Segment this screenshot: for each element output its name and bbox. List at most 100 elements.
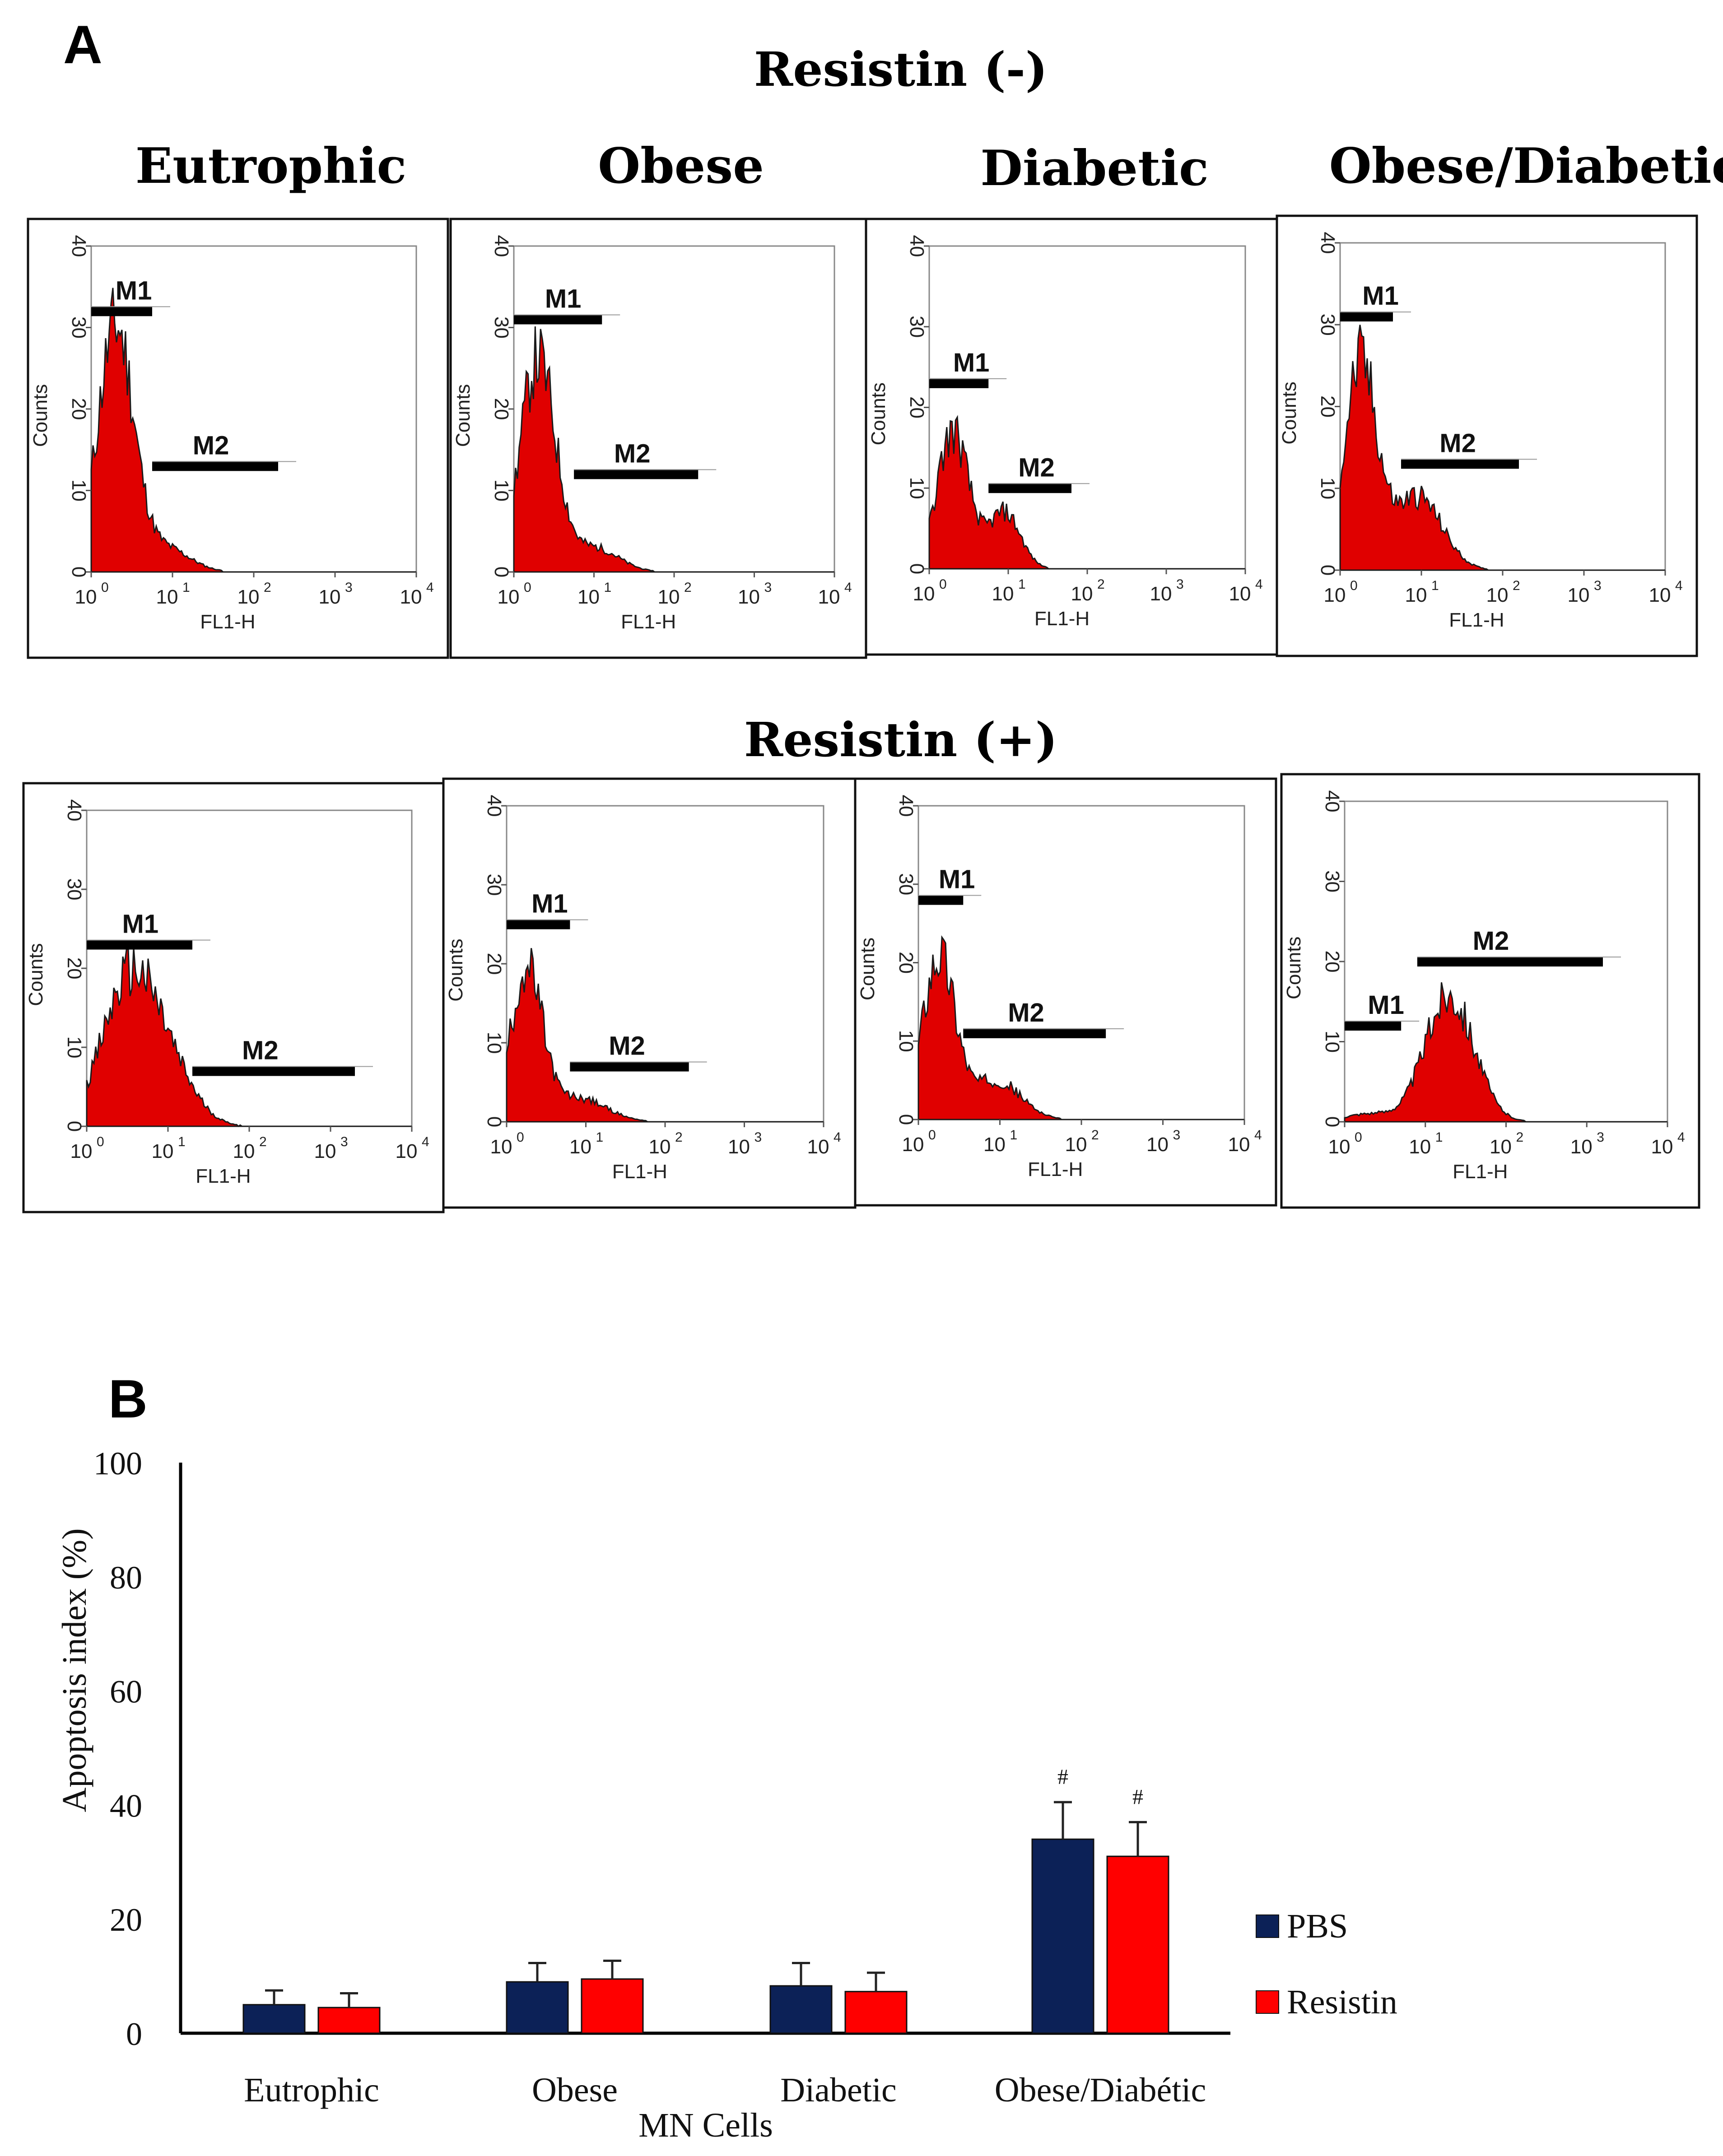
histogram-x-tick-base: 10	[1649, 584, 1671, 606]
gate-label-m1: M1	[1368, 990, 1404, 1020]
histogram-y-tick-label: 0	[1317, 565, 1339, 576]
gate-label-m2: M2	[1008, 998, 1044, 1027]
histogram-resistin-diabetic: 0 10 20 30 40 Counts 10 0 10 1 10 2 10 3 10 4 FL1-H M1 M2	[854, 777, 1277, 1207]
histogram-x-tick-exponent: 1	[1435, 1130, 1443, 1145]
histogram-x-tick-exponent: 4	[422, 1134, 429, 1149]
legend-swatch-resistin	[1256, 1990, 1279, 2014]
column-title-diabetic: Diabetic	[980, 140, 1209, 197]
histogram-x-tick-exponent: 1	[1018, 577, 1026, 592]
histogram-y-tick-label: 20	[1317, 395, 1339, 418]
histogram-frame	[22, 782, 445, 1213]
gate-label-m1: M1	[1362, 281, 1399, 311]
bar-pbs-obese-diab-tic	[1031, 1838, 1094, 2034]
histogram-x-tick-base: 10	[1065, 1134, 1087, 1156]
histogram-y-tick-label: 0	[483, 1116, 505, 1127]
y-tick-label: 20	[110, 1902, 142, 1938]
bar-resistin-diabetic	[844, 1991, 908, 2034]
histogram-x-label: FL1-H	[1453, 1161, 1508, 1183]
gate-label-m2: M2	[1018, 453, 1055, 482]
histogram-x-tick-base: 10	[807, 1136, 829, 1158]
histogram-frame	[865, 218, 1278, 656]
bar-pbs-diabetic	[769, 1985, 833, 2034]
histogram-x-tick-exponent: 4	[834, 1130, 841, 1145]
histogram-x-tick-base: 10	[70, 1140, 93, 1162]
gate-label-m1: M1	[939, 865, 975, 894]
histogram-y-tick-label: 10	[906, 477, 928, 499]
histogram-y-tick-label: 10	[895, 1030, 917, 1052]
bar-pbs-obese	[506, 1981, 569, 2034]
histogram-x-tick-exponent: 0	[524, 580, 531, 595]
histogram-x-tick-exponent: 0	[101, 580, 109, 595]
histogram-x-tick-base: 10	[396, 1140, 418, 1162]
histogram-x-tick-exponent: 0	[928, 1128, 936, 1143]
apoptosis-bar-chart: 0 20 40 60 80 100 Apoptosis index (%) Eutrophic…	[56, 1445, 1397, 2144]
histogram-x-tick-base: 10	[1324, 584, 1346, 606]
histogram-y-label: Counts	[25, 943, 47, 1006]
histogram-x-tick-exponent: 0	[1355, 1130, 1362, 1145]
histogram-y-tick-label: 30	[483, 874, 505, 896]
gate-label-m2: M2	[1473, 926, 1509, 956]
histogram-y-tick-label: 0	[63, 1121, 85, 1132]
gate-label-m1: M1	[953, 348, 990, 377]
histogram-x-tick-exponent: 2	[259, 1134, 267, 1149]
histogram-x-tick-exponent: 1	[1010, 1128, 1018, 1143]
column-title-eutrophic: Eutrophic	[135, 138, 407, 195]
histogram-x-tick-exponent: 2	[684, 580, 692, 595]
histogram-x-tick-exponent: 3	[1176, 577, 1184, 592]
histogram-x-tick-base: 10	[1651, 1136, 1673, 1158]
gate-label-m2: M2	[242, 1036, 279, 1065]
histogram-x-tick-exponent: 4	[426, 580, 434, 595]
histogram-y-tick-label: 20	[1321, 951, 1343, 973]
panel-b-letter: B	[108, 1369, 148, 1429]
histogram-x-tick-base: 10	[237, 586, 260, 608]
histogram-x-tick-base: 10	[75, 586, 97, 608]
histogram-y-tick-label: 20	[490, 398, 512, 420]
histogram-x-tick-base: 10	[738, 586, 760, 608]
histogram-resistin-obese: 0 10 20 30 40 Counts 10 0 10 1 10 2 10 3 10 4 FL1-H M1 M2	[442, 777, 857, 1209]
histogram-x-tick-base: 10	[1071, 583, 1093, 605]
histogram-x-tick-base: 10	[913, 583, 935, 605]
bar-resistin-eutrophic	[317, 2007, 381, 2034]
histogram-x-tick-base: 10	[156, 586, 178, 608]
histogram-y-tick-label: 20	[906, 396, 928, 418]
histogram-x-label: FL1-H	[196, 1165, 251, 1187]
x-category-label-eutrophic: Eutrophic	[244, 2071, 379, 2109]
histogram-x-tick-exponent: 4	[1254, 1128, 1262, 1143]
histogram-y-tick-label: 0	[1321, 1116, 1343, 1127]
histogram-x-tick-exponent: 4	[844, 580, 852, 595]
panel-a-letter: A	[63, 14, 102, 75]
histogram-frame	[854, 777, 1277, 1207]
y-tick-label: 40	[110, 1788, 142, 1824]
gate-label-m2: M2	[609, 1032, 645, 1061]
histogram-x-tick-base: 10	[1228, 1134, 1250, 1156]
histogram-x-label: FL1-H	[1028, 1158, 1083, 1180]
histogram-x-tick-exponent: 3	[1594, 578, 1602, 593]
histogram-x-tick-base: 10	[1146, 1134, 1169, 1156]
histogram-x-tick-base: 10	[152, 1140, 174, 1162]
histogram-resistin-obese-diabetic: 0 10 20 30 40 Counts 10 0 10 1 10 2 10 3 10 4 FL1-H M1 M2	[1280, 773, 1700, 1209]
histogram-x-tick-base: 10	[490, 1136, 512, 1158]
histogram-frame	[1280, 773, 1700, 1209]
x-category-label-obese: Obese	[532, 2071, 618, 2109]
histogram-x-tick-exponent: 3	[754, 1130, 762, 1145]
histogram-x-tick-base: 10	[498, 586, 520, 608]
histogram-x-tick-exponent: 3	[764, 580, 772, 595]
histogram-y-label: Counts	[867, 382, 889, 445]
histogram-y-tick-label: 40	[895, 795, 917, 817]
histogram-x-tick-exponent: 3	[1173, 1128, 1181, 1143]
histogram-y-tick-label: 30	[1321, 870, 1343, 892]
histogram-y-tick-label: 40	[68, 235, 90, 257]
histogram-x-tick-exponent: 0	[97, 1134, 104, 1149]
histogram-x-label: FL1-H	[200, 611, 255, 633]
y-tick-label: 80	[110, 1560, 142, 1596]
histogram-y-tick-label: 40	[906, 235, 928, 257]
histogram-x-tick-exponent: 2	[264, 580, 271, 595]
histogram-x-tick-base: 10	[1150, 583, 1172, 605]
gate-label-m1: M1	[545, 284, 582, 313]
gate-label-m2: M2	[1439, 428, 1476, 458]
histogram-y-label: Counts	[1283, 936, 1305, 999]
histogram-x-tick-base: 10	[1568, 584, 1590, 606]
histogram-x-tick-base: 10	[1229, 583, 1251, 605]
bar-resistin-obese-diab-tic	[1106, 1855, 1169, 2034]
histogram-resistin-obese-diabetic: 0 10 20 30 40 Counts 10 0 10 1 10 2 10 3 10 4 FL1-H M1 M2	[1276, 214, 1698, 657]
